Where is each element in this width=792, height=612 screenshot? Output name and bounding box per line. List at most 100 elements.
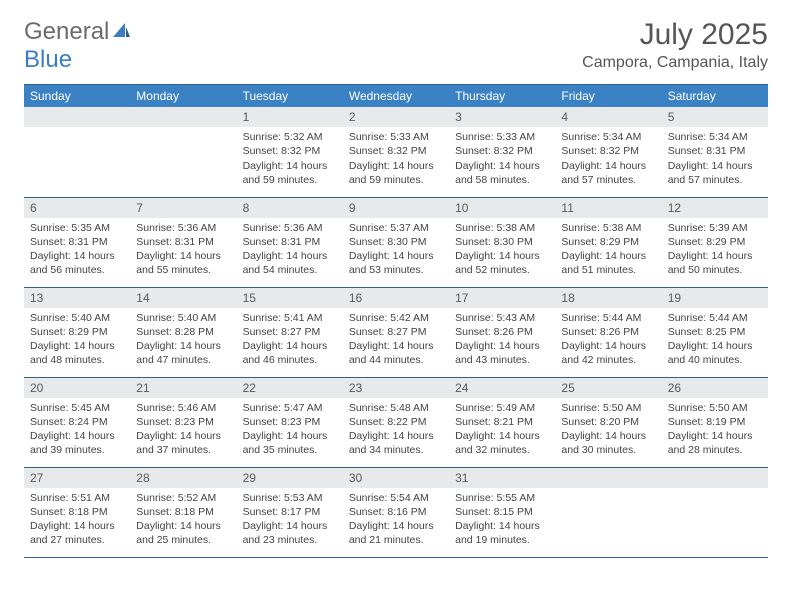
sunset-text: Sunset: 8:23 PM [243,415,337,429]
day-content: Sunrise: 5:47 AMSunset: 8:23 PMDaylight:… [237,398,343,461]
weekday-header: Sunday [24,85,130,108]
day-content: Sunrise: 5:55 AMSunset: 8:15 PMDaylight:… [449,488,555,551]
daylight-text: Daylight: 14 hours and 44 minutes. [349,339,443,367]
sunset-text: Sunset: 8:29 PM [668,235,762,249]
day-content: Sunrise: 5:34 AMSunset: 8:31 PMDaylight:… [662,127,768,190]
sunrise-text: Sunrise: 5:47 AM [243,401,337,415]
daylight-text: Daylight: 14 hours and 57 minutes. [561,159,655,187]
sunset-text: Sunset: 8:31 PM [243,235,337,249]
daylight-text: Daylight: 14 hours and 35 minutes. [243,429,337,457]
daylight-text: Daylight: 14 hours and 50 minutes. [668,249,762,277]
calendar-day-cell: 18Sunrise: 5:44 AMSunset: 8:26 PMDayligh… [555,287,661,377]
month-title: July 2025 [582,18,768,52]
calendar-day-cell: 10Sunrise: 5:38 AMSunset: 8:30 PMDayligh… [449,197,555,287]
day-content: Sunrise: 5:33 AMSunset: 8:32 PMDaylight:… [449,127,555,190]
calendar-day-cell: 20Sunrise: 5:45 AMSunset: 8:24 PMDayligh… [24,377,130,467]
day-number: 17 [449,288,555,308]
sunrise-text: Sunrise: 5:54 AM [349,491,443,505]
calendar-day-cell: 6Sunrise: 5:35 AMSunset: 8:31 PMDaylight… [24,197,130,287]
day-content: Sunrise: 5:33 AMSunset: 8:32 PMDaylight:… [343,127,449,190]
sunrise-text: Sunrise: 5:32 AM [243,130,337,144]
header: General Blue July 2025 Campora, Campania… [24,18,768,74]
sunset-text: Sunset: 8:31 PM [668,144,762,158]
sunrise-text: Sunrise: 5:41 AM [243,311,337,325]
calendar-day-cell: 4Sunrise: 5:34 AMSunset: 8:32 PMDaylight… [555,107,661,197]
day-content: Sunrise: 5:49 AMSunset: 8:21 PMDaylight:… [449,398,555,461]
day-number: 25 [555,378,661,398]
day-number: 11 [555,198,661,218]
day-content: Sunrise: 5:37 AMSunset: 8:30 PMDaylight:… [343,218,449,281]
sunrise-text: Sunrise: 5:40 AM [136,311,230,325]
daylight-text: Daylight: 14 hours and 30 minutes. [561,429,655,457]
calendar-day-cell: 12Sunrise: 5:39 AMSunset: 8:29 PMDayligh… [662,197,768,287]
daylight-text: Daylight: 14 hours and 48 minutes. [30,339,124,367]
day-content: Sunrise: 5:50 AMSunset: 8:19 PMDaylight:… [662,398,768,461]
daylight-text: Daylight: 14 hours and 58 minutes. [455,159,549,187]
day-number: 6 [24,198,130,218]
weekday-header: Monday [130,85,236,108]
daylight-text: Daylight: 14 hours and 32 minutes. [455,429,549,457]
day-content: Sunrise: 5:43 AMSunset: 8:26 PMDaylight:… [449,308,555,371]
sunrise-text: Sunrise: 5:37 AM [349,221,443,235]
calendar-table: SundayMondayTuesdayWednesdayThursdayFrid… [24,84,768,558]
calendar-day-cell: 17Sunrise: 5:43 AMSunset: 8:26 PMDayligh… [449,287,555,377]
weekday-header: Tuesday [237,85,343,108]
sunrise-text: Sunrise: 5:39 AM [668,221,762,235]
daylight-text: Daylight: 14 hours and 39 minutes. [30,429,124,457]
sunrise-text: Sunrise: 5:50 AM [668,401,762,415]
sunset-text: Sunset: 8:32 PM [455,144,549,158]
day-content: Sunrise: 5:38 AMSunset: 8:29 PMDaylight:… [555,218,661,281]
day-content: Sunrise: 5:39 AMSunset: 8:29 PMDaylight:… [662,218,768,281]
calendar-day-cell: 11Sunrise: 5:38 AMSunset: 8:29 PMDayligh… [555,197,661,287]
day-number: 23 [343,378,449,398]
sunset-text: Sunset: 8:17 PM [243,505,337,519]
sunrise-text: Sunrise: 5:33 AM [349,130,443,144]
daylight-text: Daylight: 14 hours and 53 minutes. [349,249,443,277]
sunset-text: Sunset: 8:26 PM [455,325,549,339]
day-number: 14 [130,288,236,308]
day-number: 28 [130,468,236,488]
day-content: Sunrise: 5:46 AMSunset: 8:23 PMDaylight:… [130,398,236,461]
day-number: 18 [555,288,661,308]
daylight-text: Daylight: 14 hours and 21 minutes. [349,519,443,547]
sunrise-text: Sunrise: 5:36 AM [243,221,337,235]
sunrise-text: Sunrise: 5:50 AM [561,401,655,415]
calendar-body: 1Sunrise: 5:32 AMSunset: 8:32 PMDaylight… [24,107,768,557]
title-block: July 2025 Campora, Campania, Italy [582,18,768,72]
day-number: 29 [237,468,343,488]
daylight-text: Daylight: 14 hours and 59 minutes. [243,159,337,187]
calendar-week-row: 13Sunrise: 5:40 AMSunset: 8:29 PMDayligh… [24,287,768,377]
calendar-day-cell: 30Sunrise: 5:54 AMSunset: 8:16 PMDayligh… [343,467,449,557]
day-number: 7 [130,198,236,218]
empty-day [555,468,661,488]
weekday-header: Saturday [662,85,768,108]
weekday-header: Wednesday [343,85,449,108]
sunset-text: Sunset: 8:16 PM [349,505,443,519]
sunrise-text: Sunrise: 5:49 AM [455,401,549,415]
daylight-text: Daylight: 14 hours and 37 minutes. [136,429,230,457]
logo-sail-icon [111,18,131,46]
day-content: Sunrise: 5:44 AMSunset: 8:26 PMDaylight:… [555,308,661,371]
sunrise-text: Sunrise: 5:43 AM [455,311,549,325]
day-content: Sunrise: 5:52 AMSunset: 8:18 PMDaylight:… [130,488,236,551]
calendar-week-row: 1Sunrise: 5:32 AMSunset: 8:32 PMDaylight… [24,107,768,197]
calendar-day-cell: 21Sunrise: 5:46 AMSunset: 8:23 PMDayligh… [130,377,236,467]
day-number: 5 [662,107,768,127]
day-content: Sunrise: 5:38 AMSunset: 8:30 PMDaylight:… [449,218,555,281]
sunset-text: Sunset: 8:23 PM [136,415,230,429]
day-number: 20 [24,378,130,398]
sunset-text: Sunset: 8:22 PM [349,415,443,429]
calendar-day-cell: 31Sunrise: 5:55 AMSunset: 8:15 PMDayligh… [449,467,555,557]
calendar-day-cell: 15Sunrise: 5:41 AMSunset: 8:27 PMDayligh… [237,287,343,377]
calendar-day-cell: 29Sunrise: 5:53 AMSunset: 8:17 PMDayligh… [237,467,343,557]
sunset-text: Sunset: 8:20 PM [561,415,655,429]
day-number: 21 [130,378,236,398]
sunrise-text: Sunrise: 5:53 AM [243,491,337,505]
day-number: 31 [449,468,555,488]
day-content: Sunrise: 5:53 AMSunset: 8:17 PMDaylight:… [237,488,343,551]
calendar-day-cell: 24Sunrise: 5:49 AMSunset: 8:21 PMDayligh… [449,377,555,467]
sunrise-text: Sunrise: 5:51 AM [30,491,124,505]
daylight-text: Daylight: 14 hours and 52 minutes. [455,249,549,277]
sunrise-text: Sunrise: 5:40 AM [30,311,124,325]
day-number: 22 [237,378,343,398]
